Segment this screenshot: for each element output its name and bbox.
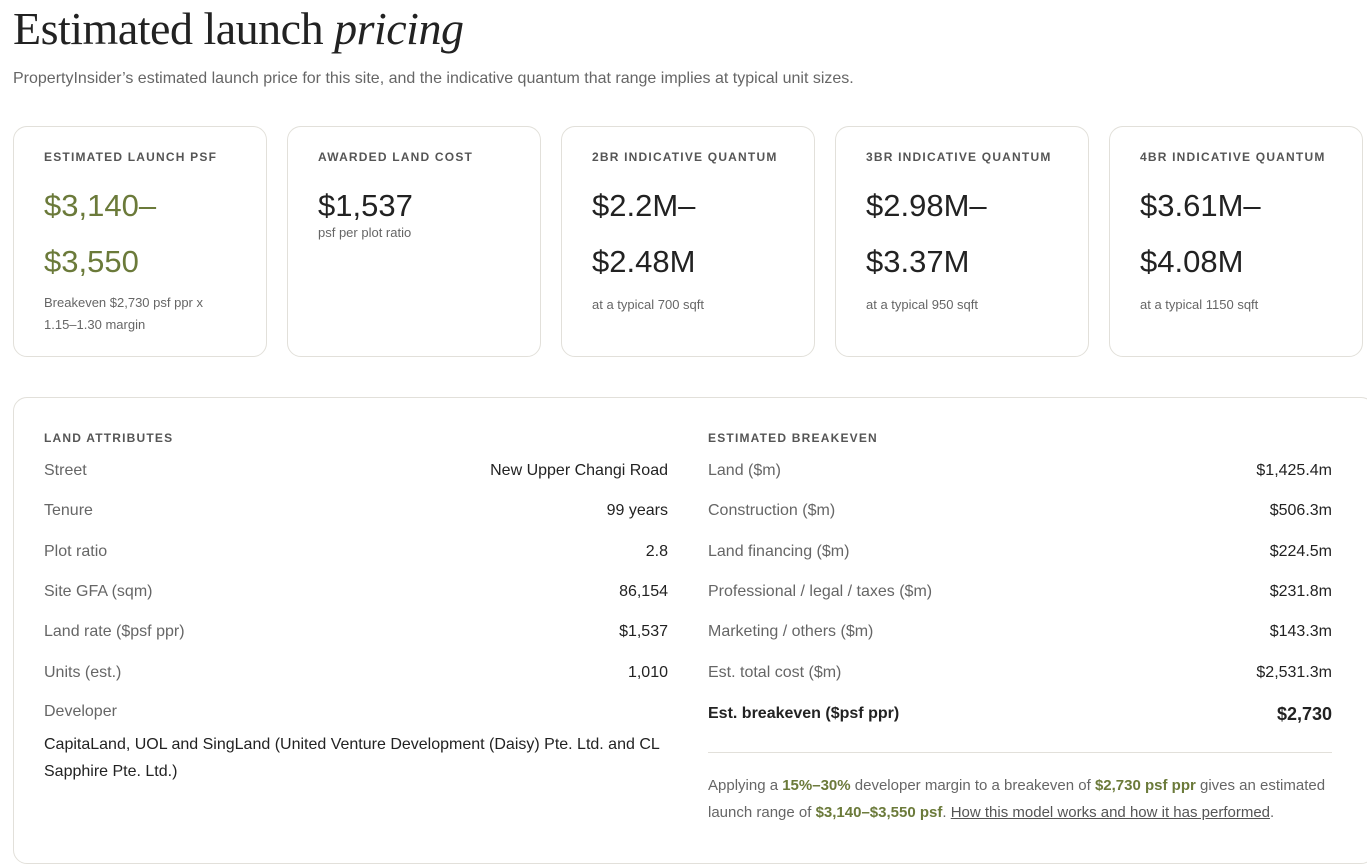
card-value: $3,140– $3,550 <box>44 188 157 279</box>
cost-row-total: Est. total cost ($m) $2,531.3m <box>708 663 1332 681</box>
developer-value: CapitaLand, UOL and SingLand (United Ven… <box>44 735 660 780</box>
attr-row-units: Units (est.) 1,010 <box>44 663 668 681</box>
section-label: LAND ATTRIBUTES <box>44 431 174 445</box>
card-3br-quantum: 3BR INDICATIVE QUANTUM $2.98M– $3.37M at… <box>835 126 1089 357</box>
model-methodology-link[interactable]: How this model works and how it has perf… <box>950 803 1271 821</box>
card-2br-quantum: 2BR INDICATIVE QUANTUM $2.2M– $2.48M at … <box>561 126 815 357</box>
card-note: at a typical 950 sqft <box>866 297 979 312</box>
cost-row-professional: Professional / legal / taxes ($m) $231.8m <box>708 583 1332 601</box>
breakeven-summary: Applying a 15%–30% developer margin to a… <box>708 776 1326 821</box>
card-land-cost: AWARDED LAND COST $1,537 psf per plot ra… <box>287 126 541 357</box>
land-attributes: LAND ATTRIBUTES Street New Upper Changi R… <box>44 431 668 785</box>
attr-row-street: Street New Upper Changi Road <box>44 462 668 480</box>
cost-row-land-financing: Land financing ($m) $224.5m <box>708 542 1332 560</box>
card-4br-quantum: 4BR INDICATIVE QUANTUM $3.61M– $4.08M at… <box>1109 126 1363 357</box>
card-note: Breakeven $2,730 psf ppr x 1.15–1.30 mar… <box>44 295 203 332</box>
card-note: at a typical 700 sqft <box>592 297 705 312</box>
cost-row-land: Land ($m) $1,425.4m <box>708 462 1332 480</box>
breakeven-highlight: $2,730 psf ppr <box>1094 776 1196 794</box>
page-subtitle: PropertyInsider’s estimated launch price… <box>13 70 854 87</box>
attr-row-tenure: Tenure 99 years <box>44 502 668 520</box>
divider <box>708 751 1332 753</box>
cost-row-marketing: Marketing / others ($m) $143.3m <box>708 623 1332 641</box>
card-value: $2.98M– $3.37M <box>866 188 987 279</box>
margin-highlight: 15%–30% <box>782 776 851 794</box>
card-value: $1,537 <box>318 188 413 223</box>
card-label: 2BR INDICATIVE QUANTUM <box>592 150 778 164</box>
attr-row-plot-ratio: Plot ratio 2.8 <box>44 542 668 560</box>
page-title: Estimated launch pricing <box>13 3 464 54</box>
section-label: ESTIMATED BREAKEVEN <box>708 431 878 445</box>
card-value: $3.61M– $4.08M <box>1140 188 1261 279</box>
card-launch-psf: ESTIMATED LAUNCH PSF $3,140– $3,550 Brea… <box>13 126 267 357</box>
cost-row-construction: Construction ($m) $506.3m <box>708 502 1332 520</box>
attr-row-land-rate: Land rate ($psf ppr) $1,537 <box>44 623 668 641</box>
card-label: ESTIMATED LAUNCH PSF <box>44 150 218 164</box>
card-label: 4BR INDICATIVE QUANTUM <box>1140 150 1326 164</box>
attr-row-site-gfa: Site GFA (sqm) 86,154 <box>44 583 668 601</box>
range-highlight: $3,140–$3,550 psf <box>815 803 943 821</box>
card-label: 3BR INDICATIVE QUANTUM <box>866 150 1052 164</box>
breakeven-total-row: Est. breakeven ($psf ppr) $2,730 <box>708 703 1332 724</box>
estimated-breakeven: ESTIMATED BREAKEVEN Land ($m) $1,425.4m C… <box>708 431 1332 826</box>
card-note: psf per plot ratio <box>318 225 412 240</box>
card-value: $2.2M– $2.48M <box>592 188 696 279</box>
card-label: AWARDED LAND COST <box>318 150 474 164</box>
details-panel: LAND ATTRIBUTES Street New Upper Changi R… <box>13 397 1367 864</box>
page-title-emphasis: pricing <box>334 3 464 54</box>
card-note: at a typical 1150 sqft <box>1140 297 1259 312</box>
developer-label: Developer <box>44 702 117 720</box>
